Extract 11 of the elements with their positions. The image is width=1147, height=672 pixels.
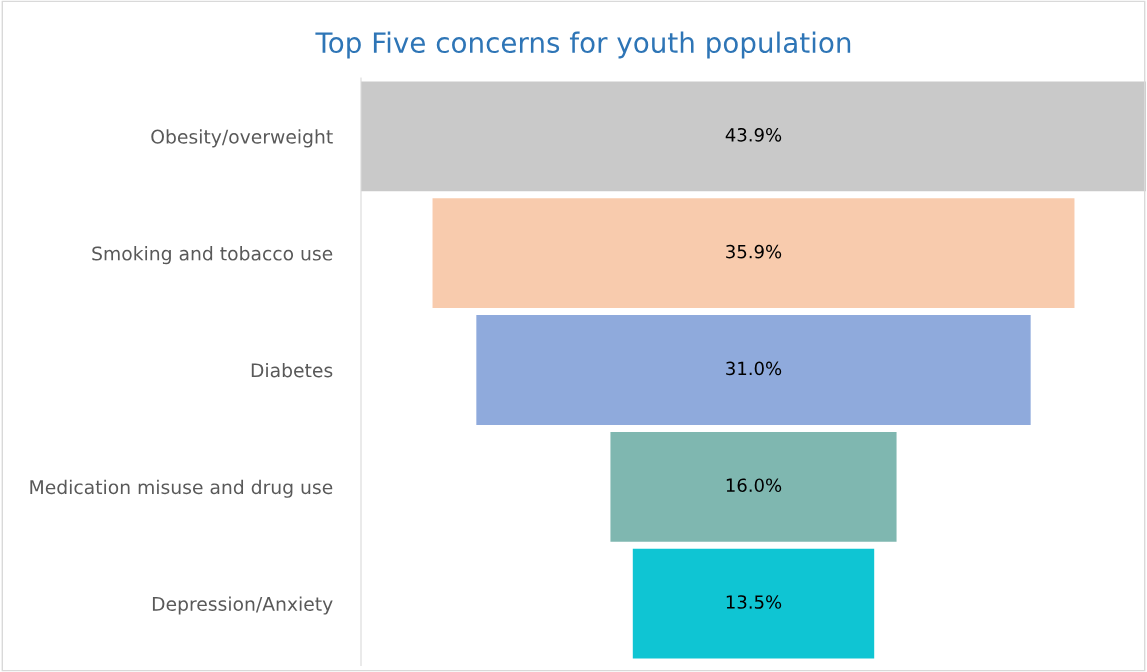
data-label: 43.9% [725, 127, 782, 142]
data-label: 13.5% [726, 595, 782, 609]
category-label: Depression/Anxiety [152, 596, 333, 615]
category-label: Obesity/overweight [151, 129, 333, 148]
category-label: Diabetes [251, 362, 333, 378]
category-label: Medication misuse and drug use [30, 479, 333, 498]
text: Top Five concerns for youth population [315, 31, 851, 59]
category-label: Smoking and tobacco use [92, 246, 333, 265]
data-label: 16.0% [726, 478, 782, 493]
data-label: 31.0% [726, 361, 782, 376]
data-label: 35.9% [726, 244, 782, 259]
